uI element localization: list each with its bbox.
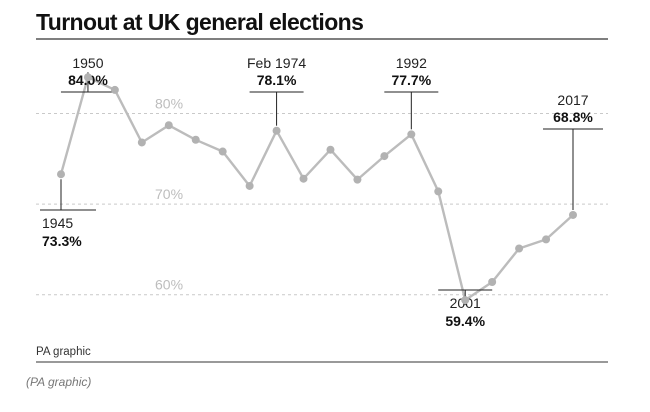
pa-graphic-credit: PA graphic (36, 346, 91, 358)
image-caption: (PA graphic) (26, 375, 91, 389)
callout-label-1992: 1992 (396, 55, 427, 71)
callout-label-feb-1974: Feb 1974 (247, 55, 306, 71)
gridline-label-70: 70% (155, 186, 183, 202)
data-point-2010 (515, 244, 524, 253)
callout-value-2001: 59.4% (445, 313, 485, 329)
data-point-1959 (164, 121, 173, 130)
data-point-1987 (380, 152, 389, 161)
point-layer (57, 73, 577, 305)
data-point-1979 (326, 145, 335, 154)
callout-label-1950: 1950 (72, 55, 103, 71)
data-point-feb-1974 (272, 126, 281, 135)
data-point-1970 (245, 181, 254, 190)
chart-title: Turnout at UK general elections (36, 9, 363, 35)
callout-label-1945: 1945 (42, 215, 73, 231)
data-point-1992 (407, 130, 416, 139)
callout-label-2017: 2017 (557, 92, 588, 108)
data-point-1955 (137, 138, 146, 147)
line-layer (59, 75, 574, 302)
data-point-2017 (569, 210, 577, 219)
data-point-1964 (191, 135, 200, 144)
data-point-1950 (83, 73, 92, 82)
callout-value-1945: 73.3% (42, 233, 82, 249)
data-point-2005 (488, 278, 497, 287)
data-point-1945 (57, 170, 65, 179)
callout-value-feb-1974: 78.1% (257, 72, 297, 88)
callout-value-1992: 77.7% (391, 72, 431, 88)
gridline-label-60: 60% (155, 277, 183, 293)
data-point-1966 (218, 147, 227, 156)
callout-value-2017: 68.8% (553, 109, 593, 125)
data-point-2015 (542, 235, 551, 244)
data-point-oct-1974 (299, 174, 308, 183)
data-point-1983 (353, 175, 362, 184)
data-point-1951 (110, 85, 119, 94)
data-point-1997 (434, 187, 443, 196)
gridline-label-80: 80% (155, 95, 183, 111)
data-point-2001 (461, 296, 470, 305)
turnout-line (59, 75, 574, 302)
grid-layer: 80% 70% 60% (36, 95, 608, 296)
